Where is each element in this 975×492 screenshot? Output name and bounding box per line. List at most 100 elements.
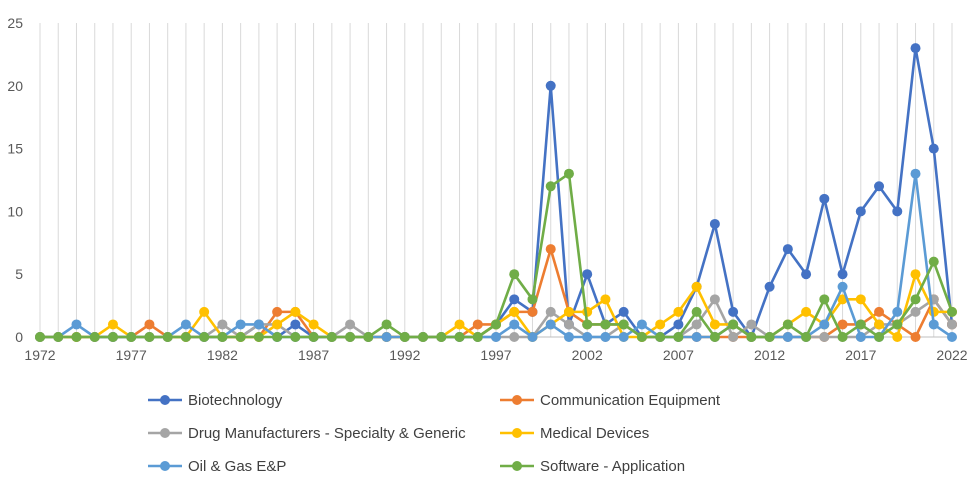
data-point (345, 332, 356, 342)
data-point (35, 332, 45, 342)
legend-swatch-marker (512, 428, 522, 438)
y-tick-label: 5 (15, 266, 23, 282)
data-point (709, 319, 720, 330)
data-point (272, 332, 283, 342)
data-point (363, 332, 374, 342)
data-point (235, 319, 246, 330)
x-tick-label: 2017 (845, 347, 876, 363)
data-point (563, 319, 574, 330)
data-point (892, 206, 903, 217)
data-point (691, 332, 702, 342)
data-point (709, 294, 720, 305)
data-point (746, 319, 757, 330)
data-point (782, 244, 793, 255)
data-point (892, 332, 903, 342)
data-point (892, 319, 903, 330)
data-point (928, 256, 939, 267)
data-point (582, 269, 593, 280)
data-point (673, 319, 684, 330)
data-point (947, 319, 957, 330)
legend-item: Medical Devices (500, 425, 649, 442)
data-point (582, 332, 593, 342)
x-tick-label: 1972 (24, 347, 55, 363)
data-point (910, 43, 921, 54)
data-point (819, 319, 830, 330)
data-point (728, 332, 739, 342)
data-point (545, 306, 556, 317)
data-point (673, 332, 684, 342)
legend-swatch-marker (160, 395, 170, 405)
data-point (144, 332, 155, 342)
data-point (618, 332, 629, 342)
x-tick-label: 1992 (389, 347, 420, 363)
data-point (837, 319, 848, 330)
data-point (436, 332, 447, 342)
data-point (874, 181, 885, 192)
data-point (837, 269, 848, 280)
y-tick-label: 0 (15, 329, 23, 345)
data-point (691, 319, 702, 330)
data-point (545, 319, 556, 330)
data-point (545, 80, 556, 91)
legend-label: Oil & Gas E&P (188, 458, 286, 475)
data-point (801, 269, 812, 280)
data-point (71, 332, 82, 342)
data-point (910, 332, 921, 342)
data-point (655, 332, 666, 342)
data-point (600, 319, 611, 330)
legend-swatch-marker (160, 461, 170, 471)
series-layer (35, 43, 957, 342)
data-point (290, 306, 301, 317)
data-point (180, 319, 191, 330)
data-point (855, 206, 866, 217)
data-point (636, 319, 647, 330)
data-point (910, 294, 921, 305)
y-axis-ticks: 0 5 10 15 20 25 (7, 15, 23, 345)
data-point (728, 306, 739, 317)
data-point (855, 332, 866, 342)
data-point (527, 294, 538, 305)
data-point (691, 306, 702, 317)
x-tick-label: 2012 (754, 347, 785, 363)
data-point (107, 319, 118, 330)
data-point (272, 306, 283, 317)
data-point (928, 319, 939, 330)
data-point (308, 319, 319, 330)
legend-item: Communication Equipment (500, 392, 721, 409)
data-point (53, 332, 64, 342)
data-point (71, 319, 82, 330)
data-point (308, 332, 319, 342)
x-tick-label: 1997 (480, 347, 511, 363)
data-point (582, 319, 593, 330)
data-point (837, 332, 848, 342)
data-point (472, 332, 483, 342)
data-point (563, 306, 574, 317)
data-point (801, 306, 812, 317)
data-point (126, 332, 137, 342)
data-point (509, 306, 520, 317)
data-point (89, 332, 100, 342)
data-point (399, 332, 410, 342)
data-point (199, 306, 210, 317)
data-point (910, 306, 921, 317)
x-tick-label: 2022 (936, 347, 967, 363)
data-point (746, 332, 757, 342)
data-point (527, 332, 538, 342)
data-point (472, 319, 483, 330)
data-point (253, 332, 264, 342)
data-point (527, 306, 538, 317)
x-tick-label: 2002 (572, 347, 603, 363)
data-point (509, 294, 520, 305)
data-point (563, 332, 574, 342)
legend-item: Drug Manufacturers - Specialty & Generic (148, 425, 466, 442)
data-point (509, 269, 520, 280)
series-6 (35, 168, 957, 342)
data-point (563, 168, 574, 179)
data-point (235, 332, 246, 342)
legend-swatch-marker (512, 461, 522, 471)
legend-item: Biotechnology (148, 392, 283, 409)
x-tick-label: 1987 (298, 347, 329, 363)
data-point (874, 306, 885, 317)
legend-swatch-marker (512, 395, 522, 405)
